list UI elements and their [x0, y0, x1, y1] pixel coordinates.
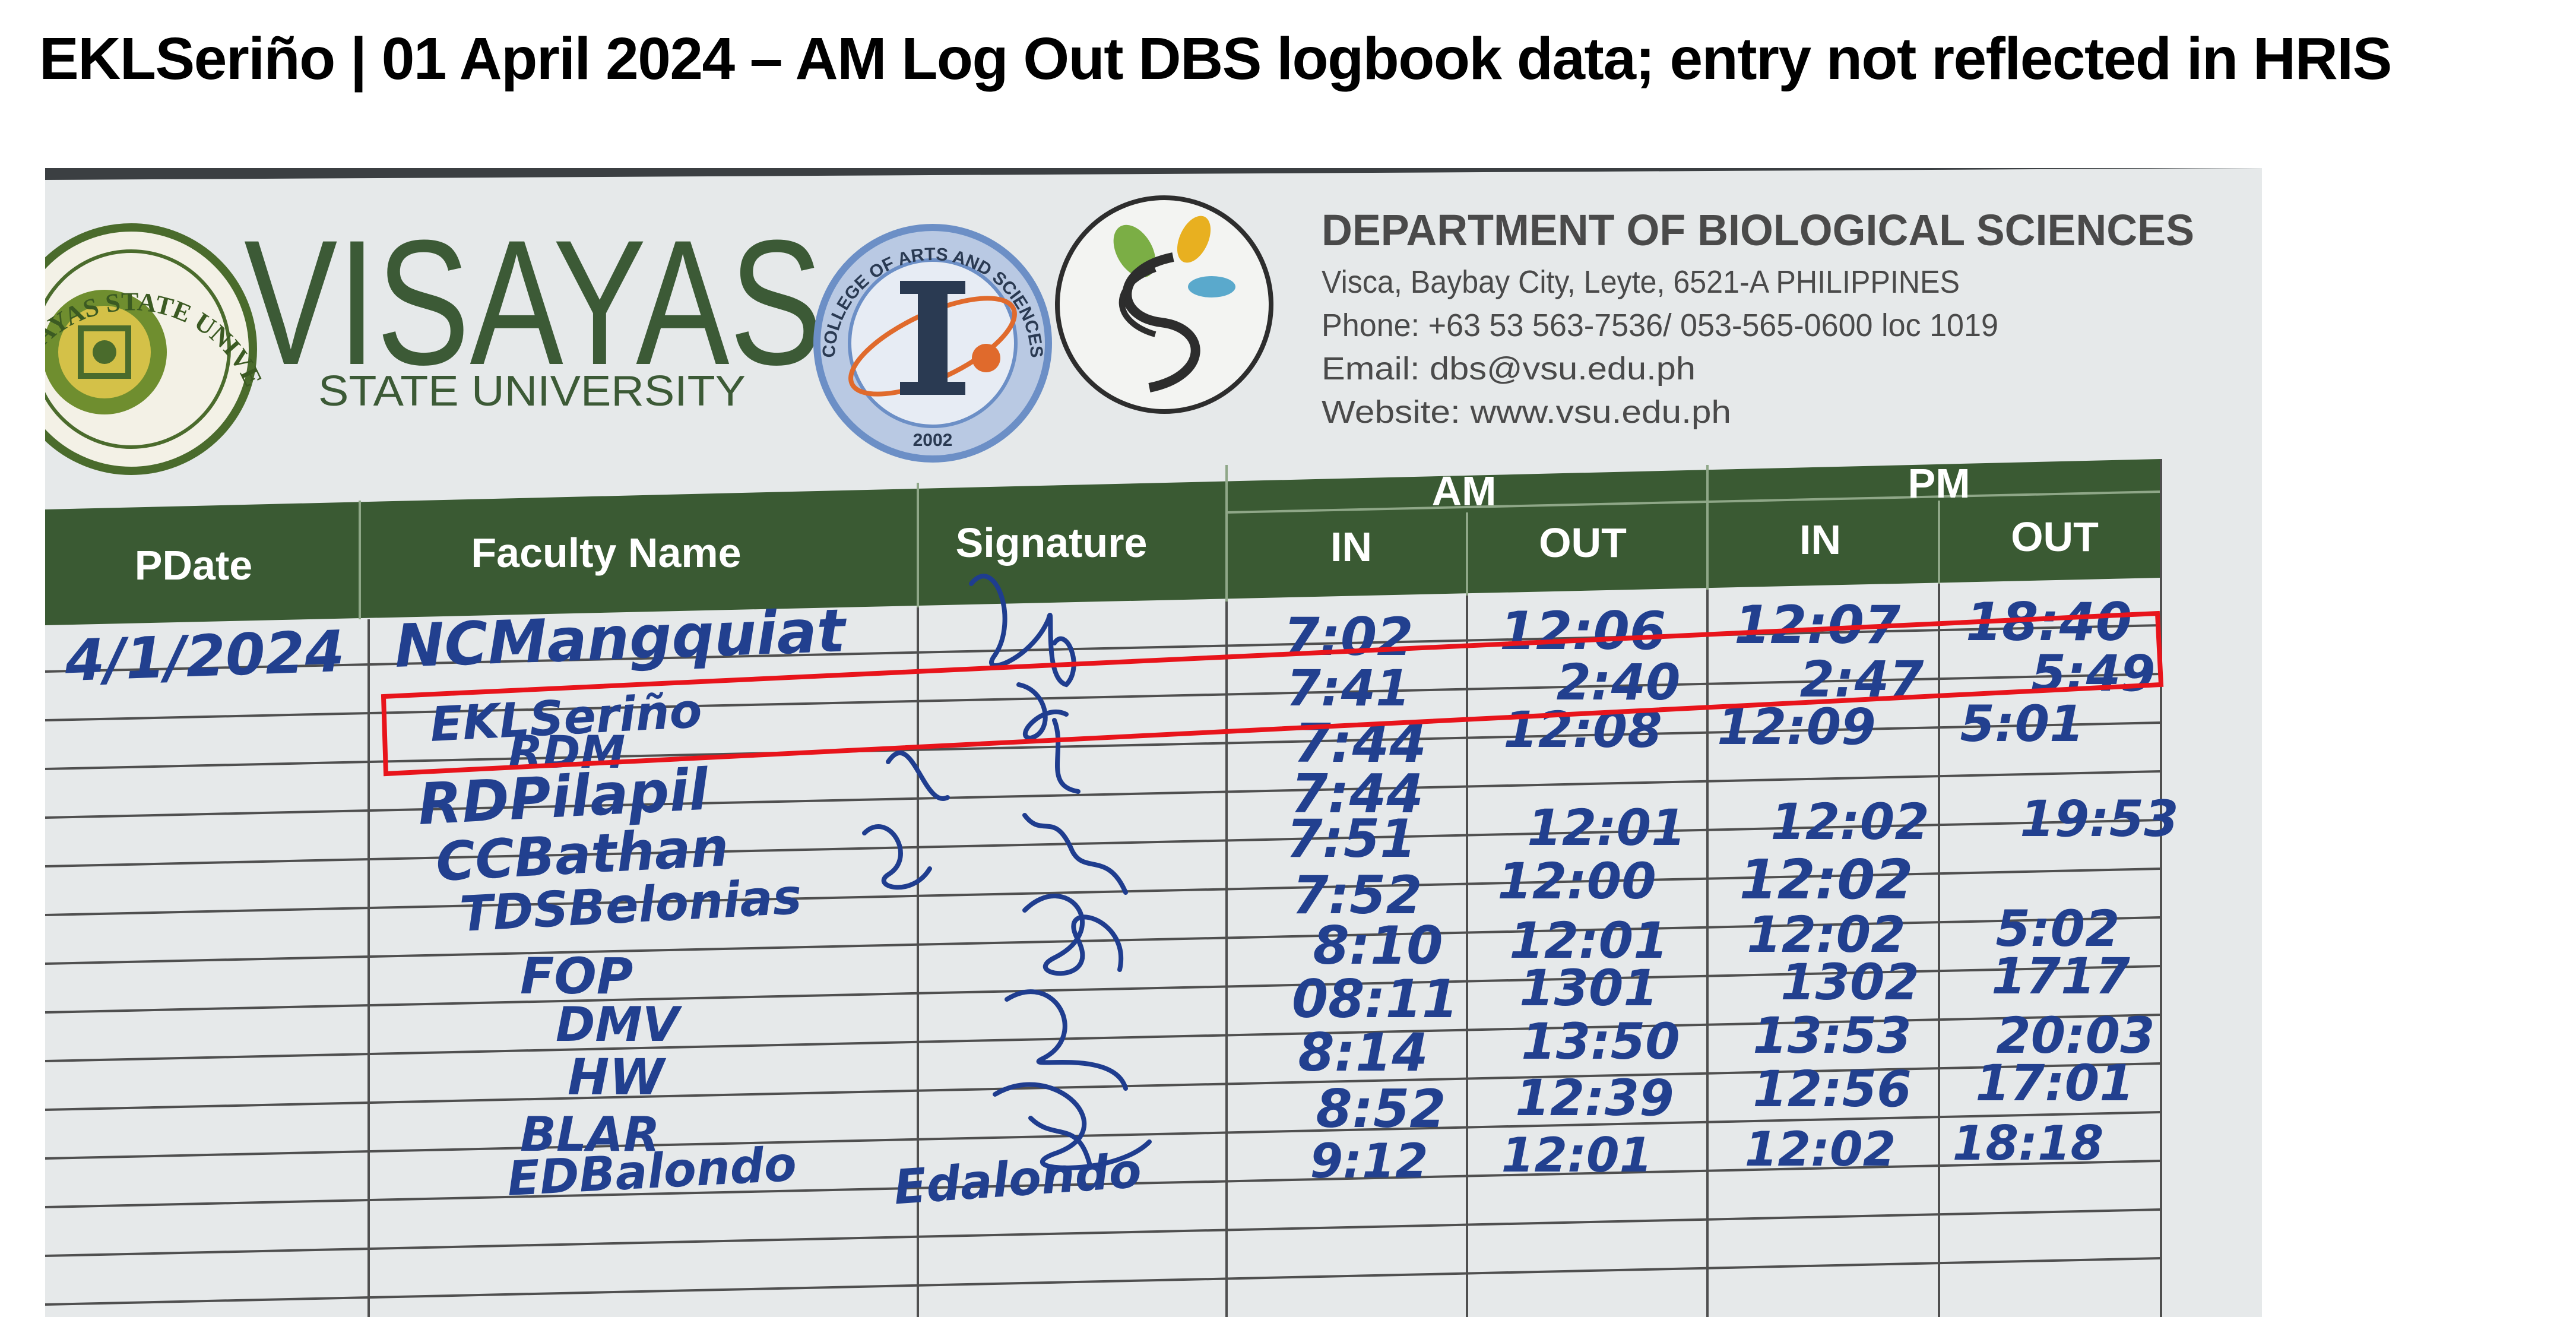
table-row: HW 8:14 13:50 13:53 20:03 [568, 1006, 2155, 1106]
row-am-in: 9:12 [1310, 1134, 1428, 1189]
row-faculty-name: DMV [556, 997, 683, 1052]
header-pm-out: OUT [2011, 514, 2099, 560]
university-name: VISAYAS [244, 202, 823, 402]
department-emblem-logo [1055, 195, 1273, 414]
college-seal-year: 2002 [913, 430, 953, 450]
row-am-in: 8:14 [1298, 1022, 1428, 1083]
row-am-out: 12:39 [1515, 1069, 1674, 1127]
row-am-in: 7:41 [1287, 659, 1411, 717]
table-row-highlighted: EKLSeriño 7:41 2:40 2:47 5:49 [429, 644, 2155, 752]
header-pm: PM [1908, 460, 1970, 506]
department-website: Website: www.vsu.edu.ph [1322, 394, 1731, 430]
row-pm-in: 12:02 [1770, 793, 1929, 851]
table-row: RDM 7:44 12:08 12:09 5:01 [508, 695, 2084, 778]
table-grid [45, 459, 2162, 1317]
table-row: FOP 8:10 12:01 12:02 5:02 [520, 900, 2119, 1005]
logbook-photo: VISAYAS STATE UNIVERSITY VISAYAS STATE U… [45, 168, 2262, 1317]
header-am: AM [1432, 468, 1497, 514]
row-pm-out: 20:03 [1996, 1006, 2154, 1065]
row-faculty-name: FOP [520, 947, 633, 1005]
row-am-out: 12:01 [1509, 911, 1668, 970]
department-name: DEPARTMENT OF BIOLOGICAL SCIENCES [1322, 205, 2194, 255]
row-pm-in: 12:02 [1739, 848, 1913, 911]
university-subtitle: STATE UNIVERSITY [318, 368, 746, 415]
row-am-in: 8:52 [1316, 1078, 1446, 1139]
row-faculty-name: CCBathan [435, 816, 730, 894]
row-am-in: 7:02 [1284, 606, 1414, 667]
header-faculty-name: Faculty Name [471, 530, 741, 576]
table-row: DMV 08:11 1301 1302 1717 [556, 947, 2130, 1052]
row-faculty-name: HW [568, 1048, 667, 1106]
row-pm-in: 13:53 [1753, 1006, 1911, 1065]
table-row: BLAR 8:52 12:39 12:56 17:01 [520, 1054, 2134, 1162]
row-pm-out: 5:02 [1996, 900, 2120, 958]
row-pm-out: 1717 [1991, 947, 2130, 1005]
row-am-in: 7:51 [1287, 808, 1417, 869]
row-am-out: 12:00 [1497, 852, 1656, 910]
row-pm-in: 12:56 [1753, 1060, 1911, 1118]
table-row: NCMangquiat 7:02 12:06 12:07 18:40 [394, 591, 2132, 681]
row-pm-out: 5:49 [2032, 644, 2156, 702]
row-am-in: 7:44 [1291, 763, 1424, 825]
handwritten-date: 4/1/2024 [64, 618, 346, 694]
row-am-out: 13:50 [1521, 1012, 1680, 1071]
row-am-in: 8:10 [1313, 915, 1443, 976]
row-am-out: 12:01 [1527, 799, 1685, 857]
page-title: EKLSeriño | 01 April 2024 – AM Log Out D… [39, 26, 2392, 92]
row-faculty-name: NCMangquiat [394, 596, 848, 681]
table-header-band [45, 459, 2161, 625]
department-address: Visca, Baybay City, Leyte, 6521-A PHILIP… [1322, 264, 1960, 300]
header-pm-in: IN [1799, 517, 1841, 563]
signature-scribbles [862, 574, 1152, 1170]
row-faculty-name: RDM [508, 726, 625, 778]
row-faculty-name: BLAR [520, 1107, 660, 1162]
header-signature: Signature [956, 520, 1148, 566]
highlight-rectangle [381, 610, 2164, 777]
row-pm-in: 12:02 [1745, 1122, 1896, 1177]
row-pm-out: 17:01 [1975, 1054, 2134, 1112]
logbook-sheet: VISAYAS STATE UNIVERSITY VISAYAS STATE U… [45, 168, 2262, 1317]
row-pm-out: 18:18 [1953, 1116, 2104, 1171]
department-phone: Phone: +63 53 563-7536/ 053-565-0600 loc… [1322, 308, 1998, 343]
department-email: Email: dbs@vsu.edu.ph [1322, 351, 1696, 387]
row-pm-out: 19:53 [2020, 790, 2178, 848]
row-am-out: 12:01 [1501, 1128, 1653, 1183]
row-pm-in: 1302 [1780, 953, 1919, 1011]
handwritten-entries: NCMangquiat 7:02 12:06 12:07 18:40 EKLSe… [394, 591, 2179, 1215]
row-pm-out: 5:01 [1960, 695, 2084, 753]
college-seal-logo: COLLEGE OF ARTS AND SCIENCES 2002 [813, 224, 1052, 463]
header-am-out: OUT [1539, 520, 1627, 566]
table-row: CCBathan 7:51 12:01 12:02 19:53 [435, 790, 2179, 894]
row-am-out: 2:40 [1557, 653, 1681, 711]
header-am-in: IN [1330, 524, 1372, 570]
row-am-out: 12:06 [1500, 600, 1666, 661]
row-am-in: 7:52 [1292, 865, 1422, 926]
header-pdate: PDate [135, 542, 252, 588]
row-am-in: 08:11 [1292, 968, 1458, 1030]
row-am-out: 1301 [1519, 959, 1658, 1017]
row-pm-in: 12:02 [1747, 906, 1905, 964]
table-row: TDSBelonias 7:52 12:00 12:02 [458, 848, 1913, 943]
